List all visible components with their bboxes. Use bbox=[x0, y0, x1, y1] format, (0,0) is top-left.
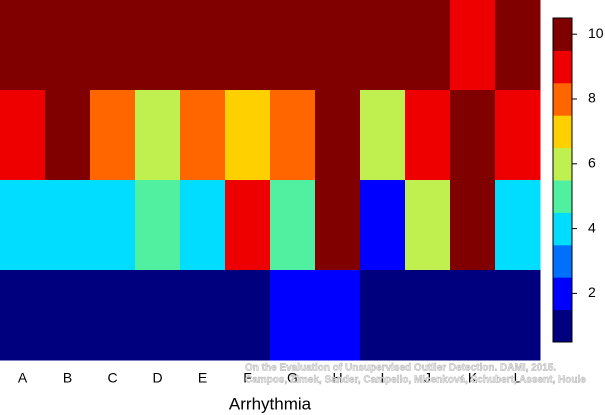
colorbar-band bbox=[553, 115, 572, 149]
colorbar-band bbox=[553, 212, 572, 246]
heatmap-cell bbox=[315, 90, 361, 181]
heatmap-cell bbox=[405, 180, 451, 271]
x-tick-label: D bbox=[152, 370, 162, 386]
colorbar-tick-label: 6 bbox=[588, 155, 596, 171]
colorbar-band bbox=[553, 277, 572, 311]
heatmap-cell bbox=[360, 180, 406, 271]
heatmap-cell bbox=[225, 270, 271, 361]
x-tick-label: E bbox=[198, 370, 207, 386]
heatmap-cell bbox=[270, 270, 316, 361]
x-tick-label: K bbox=[468, 370, 478, 386]
heatmap-cell bbox=[225, 0, 271, 91]
heatmap-cell bbox=[315, 0, 361, 91]
heatmap-cell bbox=[135, 90, 181, 181]
heatmap-cell bbox=[450, 90, 496, 181]
heatmap-cell bbox=[450, 270, 496, 361]
heatmap-cell bbox=[450, 180, 496, 271]
colorbar-band bbox=[553, 18, 572, 51]
heatmap-cell bbox=[45, 180, 91, 271]
colorbar-band bbox=[553, 50, 572, 84]
x-tick-label: H bbox=[332, 370, 342, 386]
heatmap-cell bbox=[45, 0, 91, 91]
heatmap-cell bbox=[90, 270, 136, 361]
heatmap-cell bbox=[360, 0, 406, 91]
heatmap-cell bbox=[180, 0, 226, 91]
heatmap-cell bbox=[90, 0, 136, 91]
heatmap-cell bbox=[360, 90, 406, 181]
x-tick-label: B bbox=[63, 370, 72, 386]
colorbar-tick-label: 8 bbox=[588, 90, 596, 106]
colorbar-tick-label: 2 bbox=[588, 284, 596, 300]
colorbar-band bbox=[553, 244, 572, 278]
heatmap-cell bbox=[0, 270, 46, 361]
colorbar-band bbox=[553, 180, 572, 213]
heatmap-cell bbox=[405, 0, 451, 91]
colorbar-tick-label: 4 bbox=[588, 219, 596, 235]
colorbar-frame bbox=[552, 17, 573, 343]
heatmap-cell bbox=[180, 270, 226, 361]
heatmap-cell bbox=[495, 90, 541, 181]
heatmap-cell bbox=[225, 180, 271, 271]
heatmap-cell bbox=[315, 180, 361, 271]
heatmap-cell bbox=[0, 180, 46, 271]
x-tick-label: I bbox=[381, 370, 385, 386]
x-tick-label: J bbox=[424, 370, 431, 386]
colorbar-band bbox=[553, 147, 572, 181]
x-axis-label: Arrhythmia bbox=[229, 394, 312, 413]
x-tick-label: C bbox=[107, 370, 117, 386]
heatmap-cell bbox=[495, 270, 541, 361]
x-tick-label: G bbox=[287, 370, 298, 386]
heatmap-cell bbox=[405, 270, 451, 361]
heatmap-cell bbox=[270, 0, 316, 91]
heatmap-cell bbox=[45, 270, 91, 361]
heatmap-cell bbox=[0, 0, 46, 91]
heatmap-cell bbox=[0, 90, 46, 181]
colorbar-band bbox=[553, 82, 572, 116]
heatmap-cell bbox=[360, 270, 406, 361]
heatmap-cell bbox=[495, 0, 541, 91]
heatmap-cell bbox=[90, 180, 136, 271]
source-note: On the Evaluation of Unsupervised Outlie… bbox=[245, 363, 556, 374]
heatmap-cell bbox=[405, 90, 451, 181]
heatmap-cell bbox=[135, 0, 181, 91]
heatmap-cell bbox=[90, 90, 136, 181]
heatmap-cell bbox=[270, 90, 316, 181]
colorbar-tick-label: 10 bbox=[588, 25, 604, 41]
heatmap-cell bbox=[180, 90, 226, 181]
heatmap-cell bbox=[225, 90, 271, 181]
heatmap-cell bbox=[180, 180, 226, 271]
x-tick-label: L bbox=[514, 370, 522, 386]
source-note: Campos, Zimek, Sander, Campello, Micenko… bbox=[245, 375, 586, 386]
x-tick-label: F bbox=[243, 370, 252, 386]
heatmap-cell bbox=[270, 180, 316, 271]
heatmap-cell bbox=[45, 90, 91, 181]
heatmap-cell bbox=[135, 270, 181, 361]
heatmap-cell bbox=[450, 0, 496, 91]
heatmap-cell bbox=[495, 180, 541, 271]
colorbar-band bbox=[553, 309, 572, 343]
heatmap-cell bbox=[135, 180, 181, 271]
x-tick-label: A bbox=[18, 370, 28, 386]
heatmap-cell bbox=[315, 270, 361, 361]
